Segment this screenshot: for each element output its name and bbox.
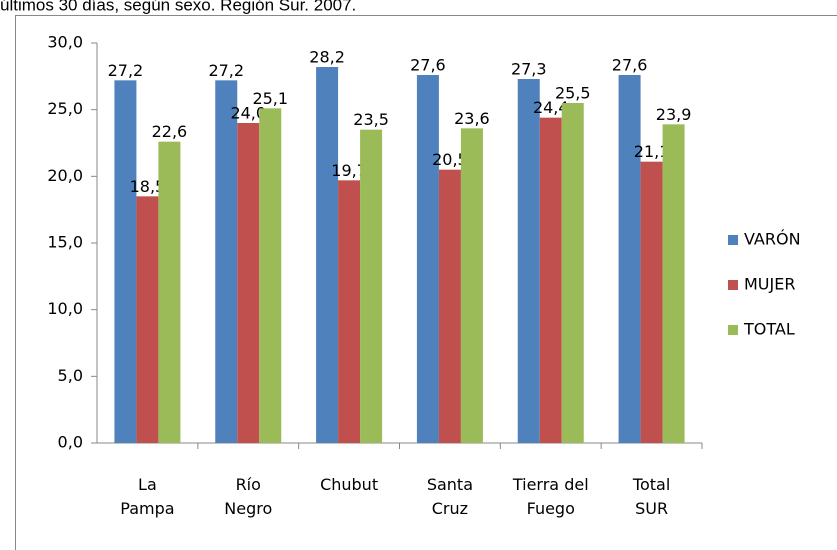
data-label: 23,6 xyxy=(454,109,490,128)
y-tick-label: 15,0 xyxy=(47,233,83,252)
bar xyxy=(618,75,641,443)
data-label: 27,2 xyxy=(108,61,144,80)
y-tick-label: 30,0 xyxy=(47,33,83,52)
y-tick-label: 25,0 xyxy=(47,99,83,118)
bar xyxy=(517,79,540,443)
x-tick-label: Chubut xyxy=(320,475,379,494)
data-label: 27,6 xyxy=(410,56,446,75)
bar xyxy=(158,141,181,443)
bar xyxy=(539,117,562,444)
legend-swatch xyxy=(728,235,738,245)
data-label: 18,5 xyxy=(130,177,166,196)
legend-label: VARÓN xyxy=(744,230,801,249)
bar xyxy=(316,67,339,443)
legend-label: MUJER xyxy=(744,275,795,294)
x-tick-label: Río Negro xyxy=(224,475,273,518)
y-tick-label: 0,0 xyxy=(58,433,83,452)
data-label: 27,3 xyxy=(511,60,547,79)
data-label: 25,1 xyxy=(252,89,288,108)
data-label: 23,9 xyxy=(656,105,692,124)
x-tick-label: La Pampa xyxy=(120,475,175,518)
bar xyxy=(114,80,137,443)
x-tick-label: Total SUR xyxy=(632,475,671,518)
data-label: 22,6 xyxy=(152,122,188,141)
data-label: 27,6 xyxy=(612,56,648,75)
y-tick-label: 10,0 xyxy=(47,299,83,318)
data-label: 24,0 xyxy=(230,104,266,123)
legend-swatch xyxy=(728,325,738,335)
x-tick-label: Tierra del Fuego xyxy=(512,475,589,518)
y-tick-label: 5,0 xyxy=(58,366,83,385)
bar xyxy=(338,180,361,444)
data-label: 28,2 xyxy=(309,48,345,67)
data-label: 19,7 xyxy=(331,161,367,180)
data-label: 24,4 xyxy=(533,98,569,117)
chart-title: últimos 30 días, según sexo. Región Sur.… xyxy=(0,0,356,14)
data-label: 27,2 xyxy=(208,61,244,80)
x-tick-label: Santa Cruz xyxy=(426,475,473,518)
bar xyxy=(662,124,685,443)
bar xyxy=(215,80,238,443)
bar xyxy=(416,75,439,443)
bar xyxy=(360,129,383,443)
bar xyxy=(438,169,461,443)
legend-label: TOTAL xyxy=(743,320,795,339)
bar xyxy=(460,128,483,444)
legend-swatch xyxy=(728,280,738,290)
y-tick-label: 20,0 xyxy=(47,166,83,185)
bar xyxy=(640,161,663,443)
data-label: 23,5 xyxy=(353,110,389,129)
data-label: 21,1 xyxy=(634,142,670,161)
bar xyxy=(259,108,282,443)
data-label: 25,5 xyxy=(555,84,591,103)
bar xyxy=(561,103,584,443)
bar xyxy=(237,123,260,443)
bar xyxy=(136,196,159,443)
data-label: 20,5 xyxy=(432,150,468,169)
